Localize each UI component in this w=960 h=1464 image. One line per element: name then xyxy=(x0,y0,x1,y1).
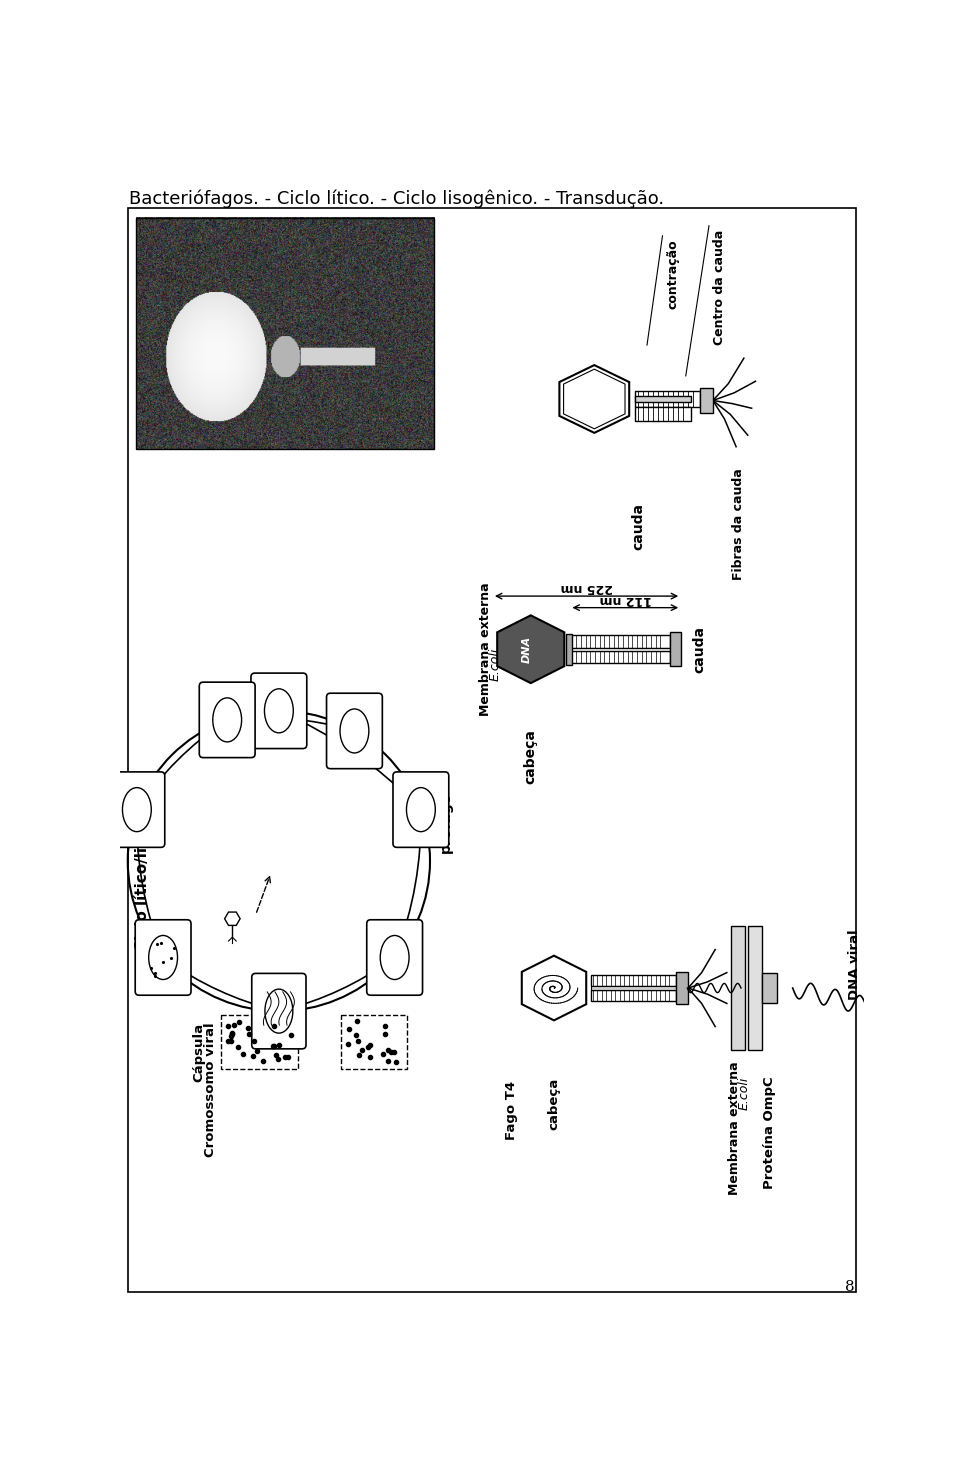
FancyBboxPatch shape xyxy=(367,919,422,996)
Bar xyxy=(670,632,681,666)
Bar xyxy=(569,651,670,663)
Text: E.coli: E.coli xyxy=(489,649,501,681)
Text: Centro da cauda: Centro da cauda xyxy=(713,230,726,346)
Text: Cromossomo viral: Cromossomo viral xyxy=(204,1023,217,1158)
Text: Membrana externa: Membrana externa xyxy=(728,1061,741,1195)
Bar xyxy=(591,985,677,990)
Text: DNA: DNA xyxy=(522,635,532,663)
Bar xyxy=(761,972,778,1003)
Bar xyxy=(569,647,670,651)
Text: E.coli: E.coli xyxy=(738,1076,751,1110)
Polygon shape xyxy=(497,615,564,684)
Bar xyxy=(591,990,677,1001)
Bar xyxy=(748,927,761,1050)
Bar xyxy=(591,975,677,987)
FancyBboxPatch shape xyxy=(200,682,255,757)
Text: Fago T4: Fago T4 xyxy=(505,1080,518,1139)
FancyBboxPatch shape xyxy=(251,673,307,748)
Bar xyxy=(135,218,434,449)
Text: 112 nm: 112 nm xyxy=(599,593,652,606)
FancyBboxPatch shape xyxy=(393,772,448,848)
Text: 8: 8 xyxy=(845,1280,854,1294)
Bar xyxy=(701,388,713,413)
Text: Bacteriófagos. - Ciclo lítico. - Ciclo lisogênico. - Transdução.: Bacteriófagos. - Ciclo lítico. - Ciclo l… xyxy=(130,189,664,208)
Text: DNA viral: DNA viral xyxy=(849,930,861,1000)
Text: cabeça: cabeça xyxy=(524,729,538,785)
FancyBboxPatch shape xyxy=(326,694,382,769)
Text: cauda: cauda xyxy=(632,504,645,550)
Text: cauda: cauda xyxy=(692,625,706,673)
Text: Proteína OmpC: Proteína OmpC xyxy=(763,1076,776,1189)
Bar xyxy=(731,927,745,1050)
FancyBboxPatch shape xyxy=(252,974,306,1048)
Text: prófago: prófago xyxy=(439,792,453,854)
Text: cabeça: cabeça xyxy=(547,1078,561,1130)
Text: contração: contração xyxy=(666,240,680,309)
Text: Ciclo lítico/lisogênico: Ciclo lítico/lisogênico xyxy=(133,772,150,952)
Bar xyxy=(569,635,670,647)
FancyBboxPatch shape xyxy=(109,772,165,848)
Text: 225 nm: 225 nm xyxy=(561,581,612,594)
FancyBboxPatch shape xyxy=(135,919,191,996)
Bar xyxy=(341,1015,407,1069)
Bar xyxy=(221,1015,299,1069)
Text: Membrana externa: Membrana externa xyxy=(479,583,492,716)
Bar xyxy=(565,634,572,665)
Text: Cápsula: Cápsula xyxy=(192,1023,205,1082)
Bar xyxy=(635,407,690,420)
Bar xyxy=(677,972,688,1004)
Bar xyxy=(635,395,690,403)
Bar xyxy=(635,391,701,407)
Text: Fibras da cauda: Fibras da cauda xyxy=(732,468,745,580)
